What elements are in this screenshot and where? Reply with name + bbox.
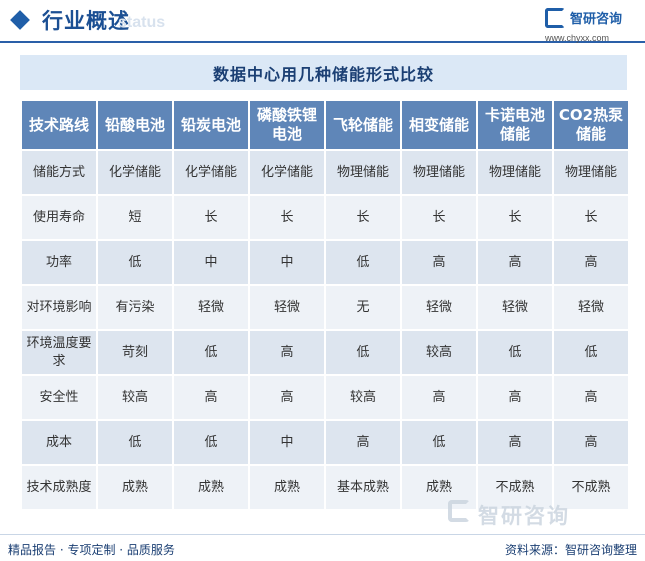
table-cell: 轻微 (554, 286, 628, 329)
table-cell: 高 (554, 241, 628, 284)
table-cell: 低 (326, 241, 400, 284)
table-cell: 中 (250, 421, 324, 464)
table-cell: 不成熟 (554, 466, 628, 509)
table-cell: 低 (174, 331, 248, 374)
table-cell: 低 (98, 241, 172, 284)
table-cell: 低 (554, 331, 628, 374)
table-cell: 长 (402, 196, 476, 239)
table-cell: 高 (250, 331, 324, 374)
column-header: 铅酸电池 (98, 101, 172, 149)
table-cell: 化学储能 (98, 151, 172, 194)
table-cell: 化学储能 (174, 151, 248, 194)
row-label: 对环境影响 (22, 286, 96, 329)
brand: 智研咨询 www.chyxx.com (545, 6, 635, 43)
table-cell: 物理储能 (326, 151, 400, 194)
table-cell: 成熟 (98, 466, 172, 509)
table-title: 数据中心用几种储能形式比较 (20, 55, 627, 90)
page-header: 行业概述 status 智研咨询 www.chyxx.com (0, 0, 645, 48)
footer-divider (0, 534, 645, 535)
table-cell: 长 (554, 196, 628, 239)
table-cell: 高 (478, 421, 552, 464)
column-header: 铅炭电池 (174, 101, 248, 149)
table-cell: 成熟 (174, 466, 248, 509)
table-row: 对环境影响 有污染 轻微 轻微无轻微 轻微 轻微 (22, 286, 628, 329)
table-cell: 不成熟 (478, 466, 552, 509)
table-cell: 高 (554, 376, 628, 419)
table-cell: 中 (250, 241, 324, 284)
column-header: 飞轮储能 (326, 101, 400, 149)
table-cell: 苛刻 (98, 331, 172, 374)
table-cell: 较高 (402, 331, 476, 374)
table-cell: 有污染 (98, 286, 172, 329)
row-label: 成本 (22, 421, 96, 464)
watermark: 智研咨询 (478, 504, 570, 528)
watermark-logo-icon (448, 500, 470, 522)
footer-source: 资料来源：智研咨询整理 (504, 543, 637, 557)
table-cell: 轻微 (402, 286, 476, 329)
brand-logo-icon (545, 8, 565, 28)
table-cell: 长 (478, 196, 552, 239)
row-label: 安全性 (22, 376, 96, 419)
row-label: 功率 (22, 241, 96, 284)
table-cell: 轻微 (478, 286, 552, 329)
header-divider (0, 41, 645, 43)
page-title: 行业概述 (42, 9, 130, 33)
table-cell: 无 (326, 286, 400, 329)
table-cell: 高 (402, 376, 476, 419)
table-cell: 长 (326, 196, 400, 239)
column-header: 相变储能 (402, 101, 476, 149)
table-cell: 化学储能 (250, 151, 324, 194)
table-cell: 低 (98, 421, 172, 464)
column-header: 技术路线 (22, 101, 96, 149)
table-cell: 低 (174, 421, 248, 464)
table-cell: 高 (326, 421, 400, 464)
table-row: 环境温度要求 苛刻低高低较高低低 (22, 331, 628, 374)
table-cell: 物理储能 (402, 151, 476, 194)
table-cell: 高 (402, 241, 476, 284)
column-header: 卡诺电池储能 (478, 101, 552, 149)
table-cell: 高 (174, 376, 248, 419)
table-row: 使用寿命短长长长长长长 (22, 196, 628, 239)
table-row: 安全性 较高高高较高高高高 (22, 376, 628, 419)
table-header-row: 技术路线 铅酸电池 铅炭电池 磷酸铁锂电池 飞轮储能 相变储能 卡诺电池储能 CO2热泵储能 (22, 101, 628, 149)
table-cell: 轻微 (174, 286, 248, 329)
table-cell: 长 (174, 196, 248, 239)
table-cell: 高 (478, 241, 552, 284)
table-cell: 物理储能 (554, 151, 628, 194)
column-header: CO2热泵储能 (554, 101, 628, 149)
table-cell: 基本成熟 (326, 466, 400, 509)
table-cell: 较高 (326, 376, 400, 419)
table-cell: 高 (554, 421, 628, 464)
table-cell: 成熟 (250, 466, 324, 509)
table-cell: 高 (478, 376, 552, 419)
table-row: 成本低低中高低高高 (22, 421, 628, 464)
table-cell: 低 (326, 331, 400, 374)
table-cell: 较高 (98, 376, 172, 419)
brand-url: www.chyxx.com (545, 33, 610, 43)
footer-slogan: 精品报告 · 专项定制 · 品质服务 (8, 543, 175, 557)
table-cell: 物理储能 (478, 151, 552, 194)
table-cell: 高 (250, 376, 324, 419)
brand-name: 智研咨询 (570, 12, 623, 27)
table-row: 功率低中中低高高高 (22, 241, 628, 284)
table-cell: 低 (478, 331, 552, 374)
row-label: 使用寿命 (22, 196, 96, 239)
table-row: 技术成熟度 成熟 成熟 成熟 基本成熟 成熟 不成熟 不成熟 (22, 466, 628, 509)
table-cell: 低 (402, 421, 476, 464)
column-header: 磷酸铁锂电池 (250, 101, 324, 149)
row-label: 技术成熟度 (22, 466, 96, 509)
table-cell: 中 (174, 241, 248, 284)
row-label: 环境温度要求 (22, 331, 96, 374)
ghost-text: status (118, 14, 166, 31)
comparison-table: 技术路线 铅酸电池 铅炭电池 磷酸铁锂电池 飞轮储能 相变储能 卡诺电池储能 CO2热泵储能 … (20, 99, 630, 511)
row-label: 储能方式 (22, 151, 96, 194)
table-row: 储能方式 化学储能 化学储能 化学储能 物理储能 物理储能 物理储能 物理储能 (22, 151, 628, 194)
diamond-icon (10, 10, 30, 30)
table-cell: 短 (98, 196, 172, 239)
table-cell: 长 (250, 196, 324, 239)
table-cell: 轻微 (250, 286, 324, 329)
